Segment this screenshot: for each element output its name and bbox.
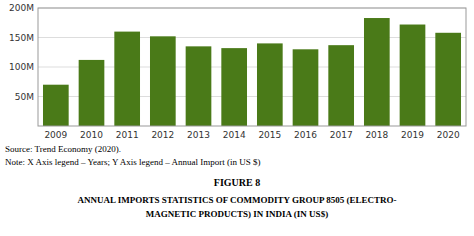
x-tick-label: 2020 (437, 130, 460, 140)
plot-frame (38, 8, 466, 126)
chart-container: 50M 100M 150M 200M 2009 2010 2011 2012 2013 2014 2… (0, 0, 474, 236)
bar (150, 36, 176, 126)
bar (79, 60, 105, 126)
x-tick-label: 2013 (187, 130, 210, 140)
x-tick-label: 2010 (80, 130, 103, 140)
bar (186, 46, 212, 126)
y-tick-label: 50M (15, 92, 34, 102)
note: Source: Trend Economy (2020). (5, 144, 121, 154)
title: FIGURE 8 (214, 177, 260, 188)
bar (257, 43, 283, 126)
note: Note: X Axis legend – Years; Y Axis lege… (5, 157, 261, 167)
bar (364, 18, 390, 126)
bars (43, 18, 461, 126)
bar (328, 45, 354, 126)
x-tick-label: 2019 (401, 130, 424, 140)
x-tick-label: 2012 (151, 130, 174, 140)
bar (43, 85, 69, 126)
y-tick-label: 200M (9, 3, 34, 13)
bar (221, 48, 247, 126)
bar (114, 32, 140, 126)
y-tick-label: 100M (9, 62, 34, 72)
caption: MAGNETIC PRODUCTS) IN INDIA (IN US$) (146, 209, 328, 219)
y-tick-label: 150M (9, 33, 34, 43)
x-tick-label: 2017 (330, 130, 353, 140)
bar (400, 25, 426, 126)
chart-svg: 50M 100M 150M 200M 2009 2010 2011 2012 2013 2014 2… (0, 0, 474, 236)
bar (435, 33, 461, 126)
x-tick-label: 2018 (365, 130, 388, 140)
caption: ANNUAL IMPORTS STATISTICS OF COMMODITY G… (78, 195, 397, 205)
x-tick-label: 2016 (294, 130, 317, 140)
x-tick-label: 2015 (258, 130, 281, 140)
bar (293, 49, 319, 126)
x-tick-label: 2014 (223, 130, 246, 140)
x-tick-label: 2011 (116, 130, 139, 140)
x-tick-label: 2009 (44, 130, 67, 140)
